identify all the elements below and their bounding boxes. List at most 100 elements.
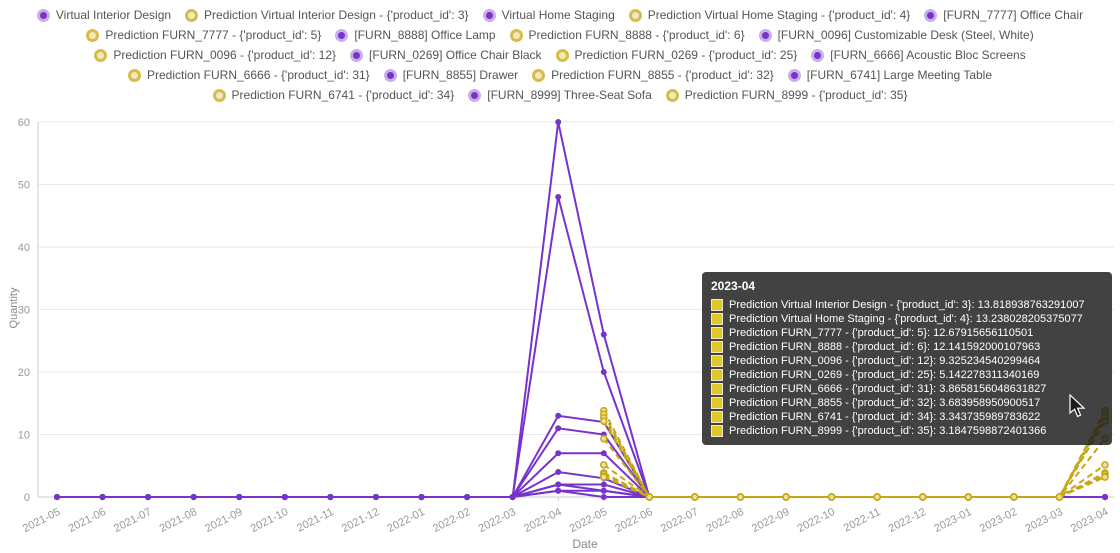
data-point[interactable] [964, 493, 973, 501]
actual-series-marker-icon [811, 48, 825, 62]
data-point[interactable] [509, 494, 516, 500]
legend-item[interactable]: Virtual Home Staging [482, 8, 615, 22]
tooltip-row-text: Prediction Virtual Home Staging - {'prod… [729, 313, 1083, 325]
series-line[interactable] [603, 464, 1106, 498]
x-axis-title: Date [572, 537, 598, 551]
data-point[interactable] [145, 494, 152, 500]
data-point[interactable] [600, 434, 608, 443]
legend-item[interactable]: Prediction FURN_0269 - {'product_id': 25… [555, 48, 797, 62]
data-point[interactable] [873, 493, 881, 501]
legend-item[interactable]: [FURN_8888] Office Lamp [335, 28, 496, 42]
actual-series-marker-icon [350, 48, 364, 62]
legend-item[interactable]: Prediction FURN_6666 - {'product_id': 31… [127, 68, 370, 82]
legend-item[interactable]: [FURN_8999] Three-Seat Sofa [468, 88, 652, 102]
series-line[interactable] [603, 473, 1106, 498]
tooltip-row-text: Prediction FURN_0269 - {'product_id': 25… [729, 369, 1040, 381]
data-point[interactable] [600, 331, 607, 338]
data-point[interactable] [827, 493, 836, 501]
legend-item[interactable]: Prediction Virtual Home Staging - {'prod… [628, 8, 910, 22]
legend-item[interactable]: Prediction FURN_7777 - {'product_id': 5} [86, 28, 321, 42]
data-point[interactable] [555, 450, 562, 457]
legend-item[interactable]: [FURN_0096] Customizable Desk (Steel, Wh… [758, 28, 1034, 42]
x-tick-label: 2021-07 [112, 506, 153, 535]
y-tick-label: 40 [18, 242, 30, 254]
series-line[interactable] [603, 471, 1106, 498]
data-point[interactable] [1101, 461, 1109, 469]
legend-item[interactable]: [FURN_7777] Office Chair [924, 8, 1083, 22]
data-point[interactable] [1055, 493, 1064, 501]
data-point[interactable] [555, 481, 562, 488]
legend-item[interactable]: Prediction FURN_8855 - {'product_id': 32… [532, 68, 774, 82]
data-point[interactable] [736, 493, 745, 501]
legend-label: Prediction FURN_6666 - {'product_id': 31… [146, 68, 370, 82]
legend-item[interactable]: Prediction FURN_0096 - {'product_id': 12… [94, 48, 336, 62]
legend-item[interactable]: Prediction FURN_8999 - {'product_id': 35… [665, 88, 907, 102]
data-point[interactable] [918, 493, 927, 501]
prediction-series-marker-icon [509, 28, 523, 42]
data-point[interactable] [555, 469, 562, 475]
x-tick-label: 2021-10 [249, 506, 290, 535]
x-tick-label: 2022-09 [750, 506, 791, 535]
tooltip-row-text: Prediction FURN_8999 - {'product_id': 35… [729, 425, 1047, 437]
x-tick-label: 2022-11 [842, 506, 883, 535]
tooltip-color-swatch-icon [711, 299, 723, 311]
legend-item[interactable]: [FURN_6666] Acoustic Bloc Screens [811, 48, 1026, 62]
data-point[interactable] [1010, 493, 1018, 501]
legend-item[interactable]: [FURN_8855] Drawer [383, 68, 518, 82]
data-point[interactable] [600, 473, 608, 481]
data-point[interactable] [600, 481, 607, 488]
data-point[interactable] [281, 494, 288, 500]
legend-item[interactable]: Prediction FURN_8888 - {'product_id': 6} [509, 28, 745, 42]
data-point[interactable] [236, 494, 243, 500]
data-point[interactable] [782, 493, 790, 501]
data-point[interactable] [600, 487, 607, 494]
legend-item[interactable]: Virtual Interior Design [36, 8, 171, 22]
data-point[interactable] [600, 494, 607, 500]
x-tick-label: 2021-12 [340, 506, 381, 535]
prediction-series-marker-icon [555, 48, 569, 62]
data-point[interactable] [600, 417, 608, 425]
data-point[interactable] [600, 461, 608, 469]
data-point[interactable] [1102, 494, 1108, 500]
data-point[interactable] [464, 494, 471, 500]
series-line[interactable] [603, 475, 1106, 498]
tooltip-row-text: Prediction FURN_0096 - {'product_id': 12… [729, 355, 1041, 367]
x-tick-label: 2022-01 [385, 506, 426, 535]
tooltip-row: Prediction FURN_8855 - {'product_id': 32… [711, 396, 1103, 410]
data-point[interactable] [555, 412, 562, 419]
tooltip-row: Prediction FURN_8888 - {'product_id': 6}… [711, 340, 1103, 354]
legend-label: [FURN_6666] Acoustic Bloc Screens [830, 48, 1026, 62]
data-point[interactable] [600, 369, 607, 375]
legend-label: [FURN_0096] Customizable Desk (Steel, Wh… [777, 28, 1034, 42]
x-tick-label: 2022-07 [659, 506, 700, 535]
legend-item[interactable]: [FURN_6741] Large Meeting Table [787, 68, 992, 82]
y-tick-label: 0 [24, 492, 30, 504]
data-point[interactable] [645, 493, 654, 501]
tooltip-color-swatch-icon [711, 341, 723, 353]
y-tick-label: 50 [18, 180, 30, 192]
data-point[interactable] [372, 494, 379, 500]
legend-item[interactable]: Prediction FURN_6741 - {'product_id': 34… [212, 88, 454, 102]
series-line[interactable] [603, 438, 1106, 498]
x-tick-label: 2021-05 [21, 506, 62, 535]
data-point[interactable] [555, 119, 562, 125]
prediction-series-marker-icon [86, 28, 100, 42]
legend-item[interactable]: Prediction Virtual Interior Design - {'p… [185, 8, 469, 22]
data-point[interactable] [190, 494, 197, 500]
legend-label: [FURN_8888] Office Lamp [354, 28, 496, 42]
series-line[interactable] [603, 476, 1106, 498]
legend-item[interactable]: [FURN_0269] Office Chair Black [350, 48, 542, 62]
data-point[interactable] [327, 494, 334, 500]
prediction-series-marker-icon [212, 88, 226, 102]
data-point[interactable] [600, 450, 607, 457]
data-point[interactable] [691, 493, 699, 501]
data-point[interactable] [418, 494, 425, 500]
data-point[interactable] [555, 425, 562, 432]
data-point[interactable] [54, 494, 60, 500]
data-point[interactable] [555, 487, 562, 494]
data-point[interactable] [555, 194, 562, 200]
data-point[interactable] [1101, 473, 1109, 481]
tooltip-row: Prediction FURN_7777 - {'product_id': 5}… [711, 326, 1103, 340]
data-point[interactable] [99, 494, 106, 500]
tooltip-row: Prediction FURN_8999 - {'product_id': 35… [711, 424, 1103, 438]
